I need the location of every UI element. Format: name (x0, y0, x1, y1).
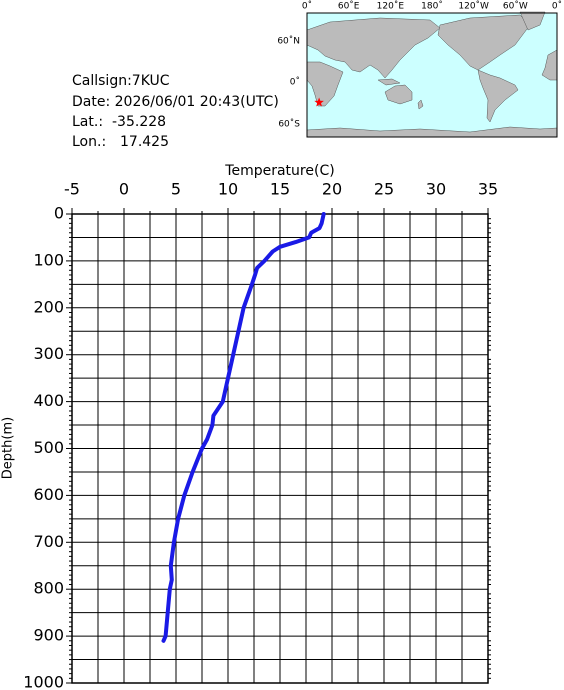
profile-line (161, 212, 326, 643)
y-tick-label: 1000 (23, 673, 64, 690)
callsign: Callsign:7KUC (72, 73, 170, 89)
lat-value: -35.228 (112, 114, 166, 130)
x-tick-label: -5 (64, 180, 80, 199)
x-axis-title: Temperature(C) (224, 163, 334, 179)
map-lon-label: 120˚E (377, 1, 405, 12)
map-lon-label: 180˚ (421, 1, 443, 12)
x-tick-label: 10 (218, 180, 238, 199)
y-tick-label: 900 (33, 626, 64, 645)
map-land (306, 11, 558, 138)
x-tick-label: 5 (171, 180, 181, 199)
y-tick-label: 600 (33, 485, 64, 504)
map-lon-label: 60˚E (338, 1, 360, 12)
lon-value: 17.425 (120, 134, 169, 150)
x-tick-label: 20 (322, 180, 342, 199)
x-tick-label: 30 (426, 180, 446, 199)
y-tick-label: 700 (33, 532, 64, 551)
plot-frame (71, 213, 489, 684)
x-tick-label: 25 (374, 180, 394, 199)
world-map (306, 11, 558, 138)
x-tick-label: 15 (270, 180, 290, 199)
plot: -5 0 5 10 15 20 25 30 35010020030040050060070080… (23, 180, 498, 690)
map-lat-label: 60˚N (277, 36, 300, 47)
y-tick-label: 0 (54, 204, 64, 223)
y-tick-label: 500 (33, 438, 64, 457)
map-frame (306, 12, 558, 138)
x-tick-label: 0 (119, 180, 129, 199)
map-lat-label: 0˚ (290, 77, 300, 88)
x-tick-label: 35 (478, 180, 498, 199)
y-tick-label: 100 (33, 250, 64, 269)
y-axis-title: Depth(m) (1, 417, 16, 479)
map-lat-label: 60˚S (278, 119, 300, 130)
y-tick-label: 200 (33, 297, 64, 316)
lon-label: Lon.: (72, 134, 106, 150)
station-marker (314, 97, 324, 107)
date: Date: 2026/06/01 20:43(UTC) (72, 94, 279, 110)
station-info: Callsign:7KUC Date: 2026/06/01 20:43(UTC… (72, 73, 279, 150)
map-lon-label: 0˚ (552, 1, 562, 12)
y-tick-label: 300 (33, 344, 64, 363)
map-lon-label: 0˚ (302, 1, 312, 12)
map-lon-label: 60˚W (503, 1, 528, 12)
map-lon-label: 120˚W (458, 1, 489, 12)
y-tick-label: 400 (33, 391, 64, 410)
y-tick-label: 800 (33, 579, 64, 598)
lat-label: Lat.: (72, 114, 103, 130)
